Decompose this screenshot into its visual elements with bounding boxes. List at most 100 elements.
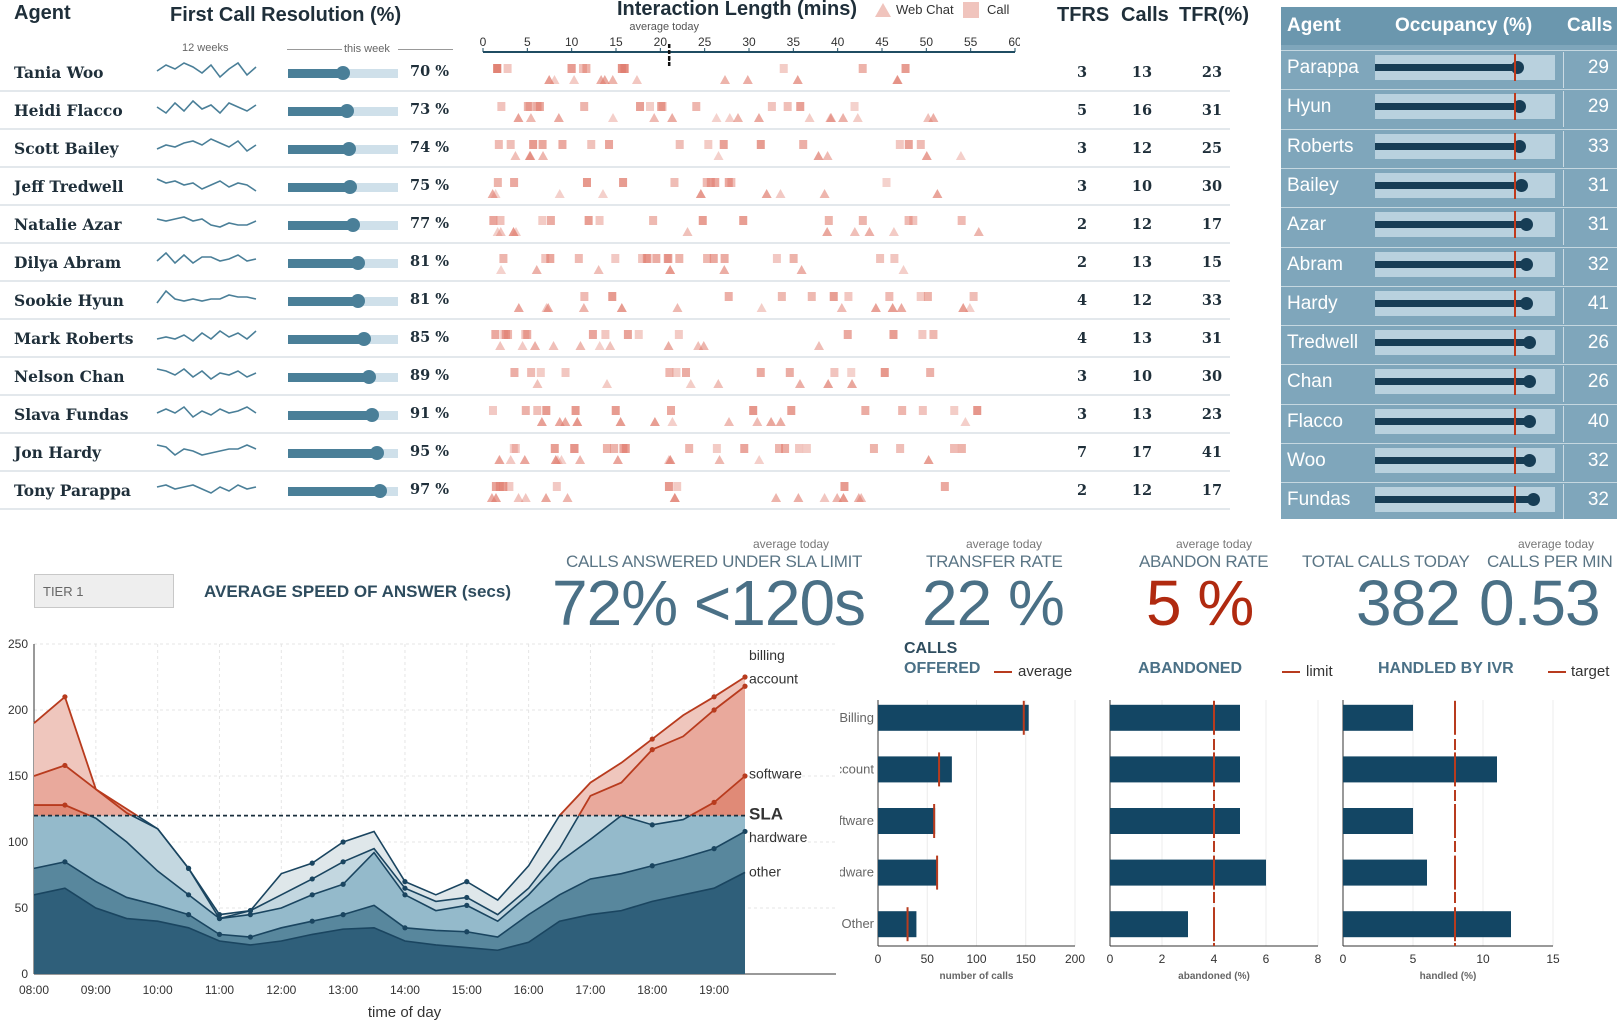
web-chat-mark [713, 379, 724, 388]
web-chat-mark [649, 417, 660, 426]
call-mark [646, 102, 655, 111]
occupancy-bar [1375, 64, 1517, 71]
call-mark [861, 406, 870, 415]
calls-value: 12 [1131, 482, 1153, 499]
call-mark [649, 216, 658, 225]
occupancy-agent-name[interactable]: Parappa [1287, 57, 1359, 78]
row-divider [0, 508, 1230, 510]
web-chat-mark [616, 303, 627, 312]
call-mark [497, 102, 506, 111]
occupancy-row-divider [1281, 89, 1617, 91]
occupancy-marker [1515, 178, 1529, 192]
call-mark [499, 254, 508, 263]
occupancy-agent-header: Agent [1287, 15, 1341, 36]
fcr-fill [288, 183, 350, 192]
bar-x-tick: 200 [1065, 952, 1085, 966]
occupancy-agent-name[interactable]: Roberts [1287, 135, 1354, 157]
asa-y-tick: 200 [8, 703, 28, 717]
agent-name[interactable]: Mark Roberts [14, 329, 134, 348]
fcr-sparkline [156, 329, 257, 343]
agent-name[interactable]: Tania Woo [14, 63, 104, 82]
agent-name[interactable]: Natalie Azar [14, 215, 122, 234]
ivr-title: HANDLED BY IVR [1378, 660, 1514, 677]
occupancy-calls-value: 40 [1587, 410, 1609, 432]
fcr-value: 89 % [410, 367, 450, 384]
call-mark [777, 292, 786, 301]
call-mark [781, 444, 790, 453]
call-mark [756, 368, 765, 377]
agent-name[interactable]: Dilya Abram [14, 253, 122, 272]
occupancy-agent-name[interactable]: Woo [1287, 450, 1326, 471]
total-calls-kpi-value: 382 [1356, 567, 1461, 639]
occupancy-calls-value: 32 [1587, 450, 1609, 471]
occupancy-bar [1375, 103, 1519, 111]
occupancy-agent-name[interactable]: Tredwell [1287, 332, 1359, 354]
occupancy-agent-name[interactable]: Flacco [1287, 410, 1343, 432]
ia-tick-label: 35 [787, 35, 801, 49]
occupancy-agent-name[interactable]: Bailey [1287, 174, 1339, 196]
occupancy-agent-name[interactable]: Abram [1287, 253, 1343, 275]
agent-name[interactable]: Tony Parappa [14, 481, 131, 500]
agent-name[interactable]: Jeff Tredwell [14, 177, 124, 196]
occupancy-calls-header: Calls [1567, 15, 1613, 36]
agent-name[interactable]: Jon Hardy [14, 443, 102, 462]
web-chat-mark [958, 303, 969, 312]
web-chat-legend-label: Web Chat [896, 2, 954, 17]
call-mark [712, 444, 721, 453]
occupancy-row-divider [1281, 285, 1617, 287]
web-chat-mark [804, 113, 815, 122]
tier-select[interactable]: TIER 1 [34, 574, 174, 608]
call-mark [772, 254, 781, 263]
occupancy-row-divider [1281, 482, 1617, 484]
occupancy-panel: Agent Occupancy (%) Calls Parappa 29 Hyun 2… [1281, 7, 1617, 521]
abandoned-title: ABANDONED [1138, 660, 1242, 677]
agent-name[interactable]: Slava Fundas [14, 405, 129, 424]
call-mark [685, 444, 694, 453]
call-mark [670, 178, 679, 187]
fcr-value: 73 % [410, 101, 450, 118]
bar-category-label: Billing [840, 710, 874, 725]
occupancy-pct-header: Occupancy (%) [1395, 15, 1533, 36]
occupancy-agent-name[interactable]: Chan [1287, 371, 1333, 393]
asa-y-tick: 100 [8, 835, 28, 849]
tfr-pct-column-header: TFR(%) [1179, 4, 1249, 26]
fcr-fill [288, 487, 381, 496]
asa-point [216, 915, 223, 922]
call-mark [621, 444, 630, 453]
web-chat-mark [550, 455, 561, 464]
web-chat-mark [486, 493, 497, 502]
asa-point [711, 799, 717, 805]
sparkline-line [156, 61, 257, 79]
occupancy-agent-name[interactable]: Fundas [1287, 489, 1351, 511]
occupancy-agent-name[interactable]: Hardy [1287, 292, 1338, 314]
fcr-marker [362, 370, 377, 384]
asa-point [464, 894, 470, 901]
occupancy-col-sep [1563, 91, 1564, 128]
web-chat-mark [665, 265, 676, 274]
call-mark [488, 406, 497, 415]
occupancy-calls-value: 26 [1587, 371, 1609, 393]
occupancy-row-divider [1281, 403, 1617, 405]
agent-name[interactable]: Scott Bailey [14, 139, 119, 158]
call-mark [664, 482, 673, 491]
call-mark [799, 140, 808, 149]
call-mark [623, 330, 632, 339]
web-chat-mark [505, 455, 516, 464]
asa-x-tick: 12:00 [266, 983, 296, 997]
agent-name[interactable]: Nelson Chan [14, 367, 125, 386]
sparkline-line [156, 99, 257, 115]
bar [878, 808, 936, 834]
occupancy-agent-name[interactable]: Azar [1287, 214, 1327, 236]
web-chat-mark [775, 417, 786, 426]
agent-name[interactable]: Sookie Hyun [14, 291, 124, 310]
call-mark [587, 140, 596, 149]
occupancy-agent-name[interactable]: Hyun [1287, 96, 1332, 118]
call-mark [807, 292, 816, 301]
call-mark [657, 102, 666, 111]
occupancy-col-sep [1563, 445, 1564, 481]
this-week-rule-right [398, 49, 453, 50]
fcr-sparkline [156, 405, 257, 419]
call-mark [546, 216, 555, 225]
transfer-kpi-value: 22 % [922, 567, 1065, 639]
agent-name[interactable]: Heidi Flacco [14, 101, 123, 120]
